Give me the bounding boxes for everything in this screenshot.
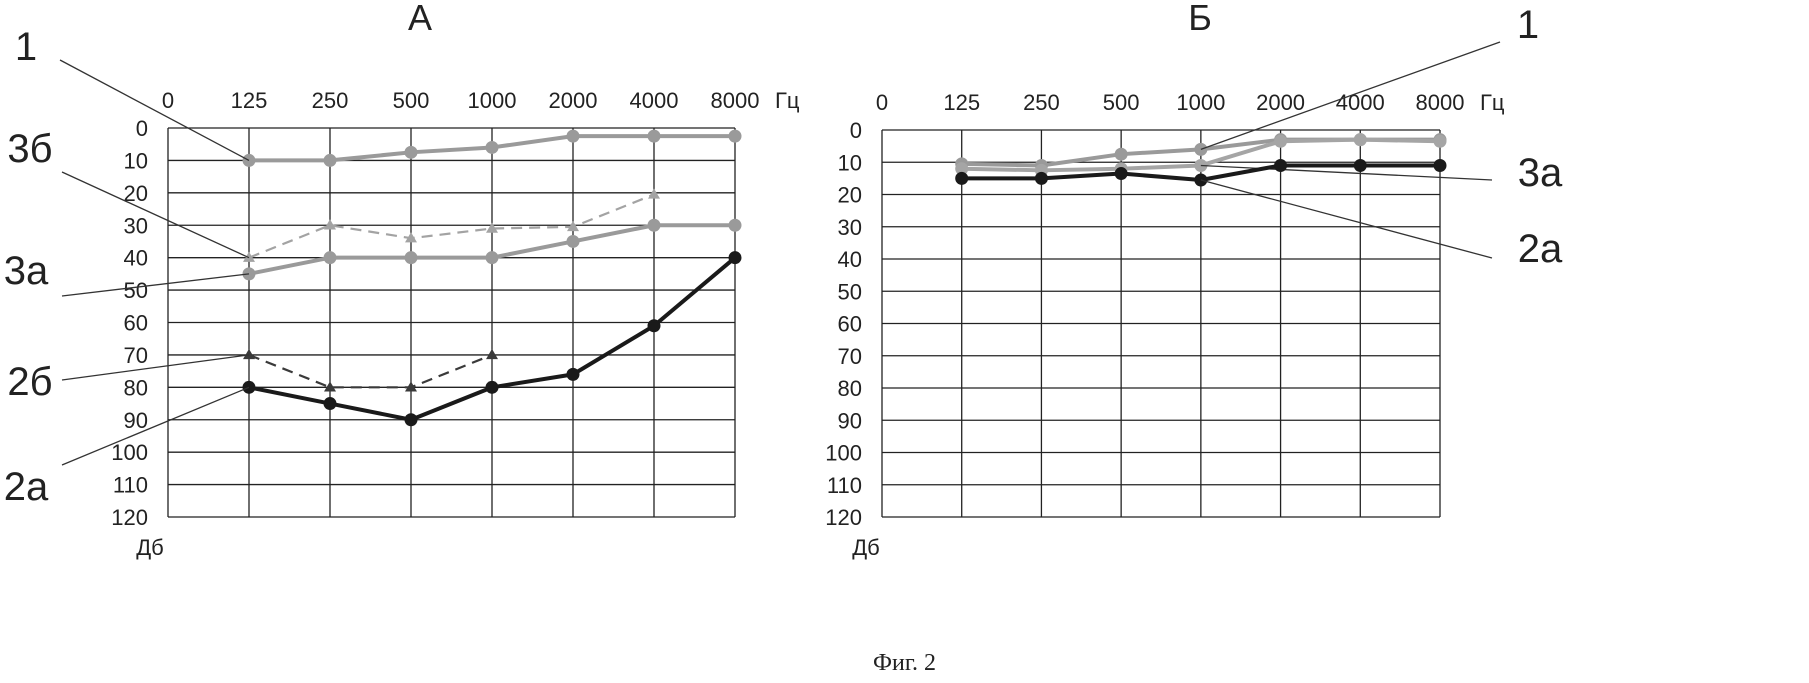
chart-a-data-point-1 [729,130,742,143]
chart-a-data-point-2б [486,349,498,359]
chart-b-data-point-1 [1115,148,1128,161]
chart-b-y-tick-label: 20 [838,183,862,208]
chart-a-x-tick-label: 0 [162,88,174,113]
chart-b-data-point-2а [1354,159,1367,172]
chart-a-data-point-1 [405,146,418,159]
chart-b-y-tick-label: 60 [838,312,862,337]
chart-a-callout-line-3а [62,274,249,296]
chart-a-x-tick-label: 250 [312,88,349,113]
chart-a-data-point-2а [648,319,661,332]
chart-b-y-tick-label: 40 [838,247,862,272]
chart-a-y-unit-label: Дб [136,535,164,560]
chart-b-y-tick-label: 80 [838,376,862,401]
chart-a-x-unit-label: Гц [775,88,800,113]
chart-b-y-tick-label: 100 [825,441,862,466]
chart-a-x-tick-label: 4000 [630,88,679,113]
chart-a-callout-label-3б: 3б [7,127,52,171]
chart-b-callout-label-3а: 3а [1518,151,1563,195]
chart-a-callout-line-2а [62,387,249,465]
chart-b-y-tick-label: 70 [838,344,862,369]
chart-a-x-tick-label: 8000 [711,88,760,113]
chart-a-y-tick-label: 70 [124,343,148,368]
chart-b-x-tick-label: 4000 [1336,90,1385,115]
chart-b-x-unit-label: Гц [1480,90,1505,115]
chart-b-x-tick-label: 500 [1103,90,1140,115]
chart-a-series-line-2б [249,355,492,387]
chart-a-y-tick-label: 10 [124,148,148,173]
chart-a-y-tick-label: 50 [124,278,148,303]
chart-a-y-tick-label: 100 [111,440,148,465]
chart-b-y-tick-label: 120 [825,505,862,530]
chart-b-callout-label-1: 1 [1517,3,1539,47]
chart-b-y-tick-label: 90 [838,408,862,433]
chart-a-y-tick-label: 80 [124,375,148,400]
chart-a-y-tick-label: 120 [111,505,148,530]
chart-b-y-tick-label: 0 [850,118,862,143]
chart-b-callout-line-2а [1201,180,1492,258]
chart-a-series-line-3б [249,194,654,257]
chart-a-data-point-3а [486,251,499,264]
chart-b-x-tick-label: 0 [876,90,888,115]
chart-a-x-tick-label: 2000 [549,88,598,113]
chart-a-x-tick-label: 1000 [468,88,517,113]
chart-b-data-point-3а [1434,135,1447,148]
chart-b-y-tick-label: 10 [838,150,862,175]
chart-b-title: Б [1188,0,1212,38]
chart-a-data-point-3а [405,251,418,264]
chart-b-data-point-2а [955,172,968,185]
chart-a-callout-label-2б: 2б [7,360,52,404]
chart-a-y-tick-label: 0 [136,116,148,141]
chart-a-data-point-3а [324,251,337,264]
chart-a-data-point-2б [243,349,255,359]
chart-a-data-point-1 [486,141,499,154]
chart-a-data-point-2а [567,368,580,381]
chart-a-data-point-3а [567,235,580,248]
chart-a-callout-label-1: 1 [15,25,37,69]
chart-a-y-tick-label: 110 [113,473,148,498]
chart-b-data-point-2а [1434,159,1447,172]
chart-b-x-tick-label: 250 [1023,90,1060,115]
chart-a-data-point-1 [324,154,337,167]
chart-b-callout-label-2а: 2а [1518,227,1563,271]
chart-a-callout-line-3б [62,172,249,258]
chart-a-data-point-1 [648,130,661,143]
chart-b-data-point-3а [1354,133,1367,146]
chart-b-x-tick-label: 1000 [1176,90,1225,115]
chart-a-x-tick-label: 500 [393,88,430,113]
chart-a-title: А [408,0,432,38]
chart-b-x-tick-label: 8000 [1416,90,1465,115]
chart-a-data-point-2а [405,413,418,426]
chart-b-y-tick-label: 50 [838,279,862,304]
chart-a-data-point-2а [486,381,499,394]
chart-a-callout-line-1 [60,60,249,160]
chart-b-data-point-2а [1035,172,1048,185]
chart-a-x-tick-label: 125 [231,88,268,113]
chart-a-callout-line-2б [62,355,249,380]
chart-b-y-tick-label: 110 [827,473,862,498]
chart-b-y-tick-label: 30 [838,215,862,240]
chart-a-data-point-3б [324,219,336,229]
chart-b-x-tick-label: 125 [943,90,980,115]
chart-b-data-point-2а [1115,167,1128,180]
chart-a-callout-label-2а: 2а [4,465,49,509]
chart-b-data-point-3а [1274,135,1287,148]
chart-a-data-point-1 [567,130,580,143]
chart-a-y-tick-label: 60 [124,311,148,336]
chart-a-y-tick-label: 30 [124,213,148,238]
chart-a-y-tick-label: 90 [124,408,148,433]
chart-a-data-point-3а [729,219,742,232]
chart-a-data-point-2а [324,397,337,410]
chart-a-y-tick-label: 40 [124,246,148,271]
chart-a-callout-label-3а: 3а [4,249,49,293]
figure-caption: Фиг. 2 [0,650,1809,677]
chart-b-data-point-2а [1274,159,1287,172]
chart-a-data-point-3а [648,219,661,232]
chart-a-data-point-3б [648,188,660,198]
chart-b-x-tick-label: 2000 [1256,90,1305,115]
chart-b-y-unit-label: Дб [852,535,880,560]
chart-a-data-point-2а [729,251,742,264]
